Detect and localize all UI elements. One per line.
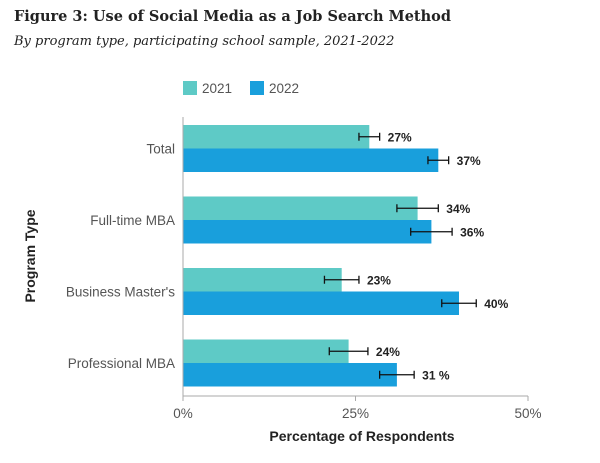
legend-label-2021: 2021 [202, 81, 232, 96]
y-axis-title: Program Type [22, 209, 38, 302]
data-label-business-master-s-2021: 23% [367, 273, 391, 287]
figure-title: Figure 3: Use of Social Media as a Job S… [14, 8, 451, 25]
x-tick-label: 25% [342, 406, 369, 421]
x-axis-title: Percentage of Respondents [269, 428, 454, 444]
data-label-total-2021: 27% [388, 130, 412, 144]
category-label-total: Total [146, 142, 175, 157]
legend-swatch-2021 [183, 81, 197, 95]
bar-professional-mba-2021 [183, 339, 349, 363]
category-label-full-time-mba: Full-time MBA [90, 213, 175, 228]
data-label-professional-mba-2022: 31 % [422, 368, 450, 382]
bar-professional-mba-2022 [183, 363, 397, 387]
bar-total-2021 [183, 125, 370, 149]
data-label-total-2022: 37% [457, 154, 481, 168]
bar-full-time-mba-2021 [183, 196, 418, 220]
category-label-business-master-s: Business Master's [66, 285, 175, 300]
legend: 2021 2022 [183, 81, 299, 96]
bar-full-time-mba-2022 [183, 220, 432, 244]
bar-business-master-s-2021 [183, 268, 342, 292]
data-label-professional-mba-2021: 24% [376, 345, 400, 359]
data-label-full-time-mba-2021: 34% [446, 202, 470, 216]
x-tick-label: 0% [173, 406, 193, 421]
legend-swatch-2022 [250, 81, 264, 95]
category-label-professional-mba: Professional MBA [68, 356, 175, 371]
bar-business-master-s-2022 [183, 291, 459, 315]
bar-total-2022 [183, 148, 439, 172]
data-label-full-time-mba-2022: 36% [460, 225, 484, 239]
plot-area: 27% 37% 34% 36% 23% 40% 24% 31 % [182, 125, 529, 401]
figure-subtitle: By program type, participating school sa… [14, 34, 395, 49]
x-tick-label: 50% [514, 406, 541, 421]
data-label-business-master-s-2022: 40% [484, 297, 508, 311]
legend-label-2022: 2022 [269, 81, 299, 96]
